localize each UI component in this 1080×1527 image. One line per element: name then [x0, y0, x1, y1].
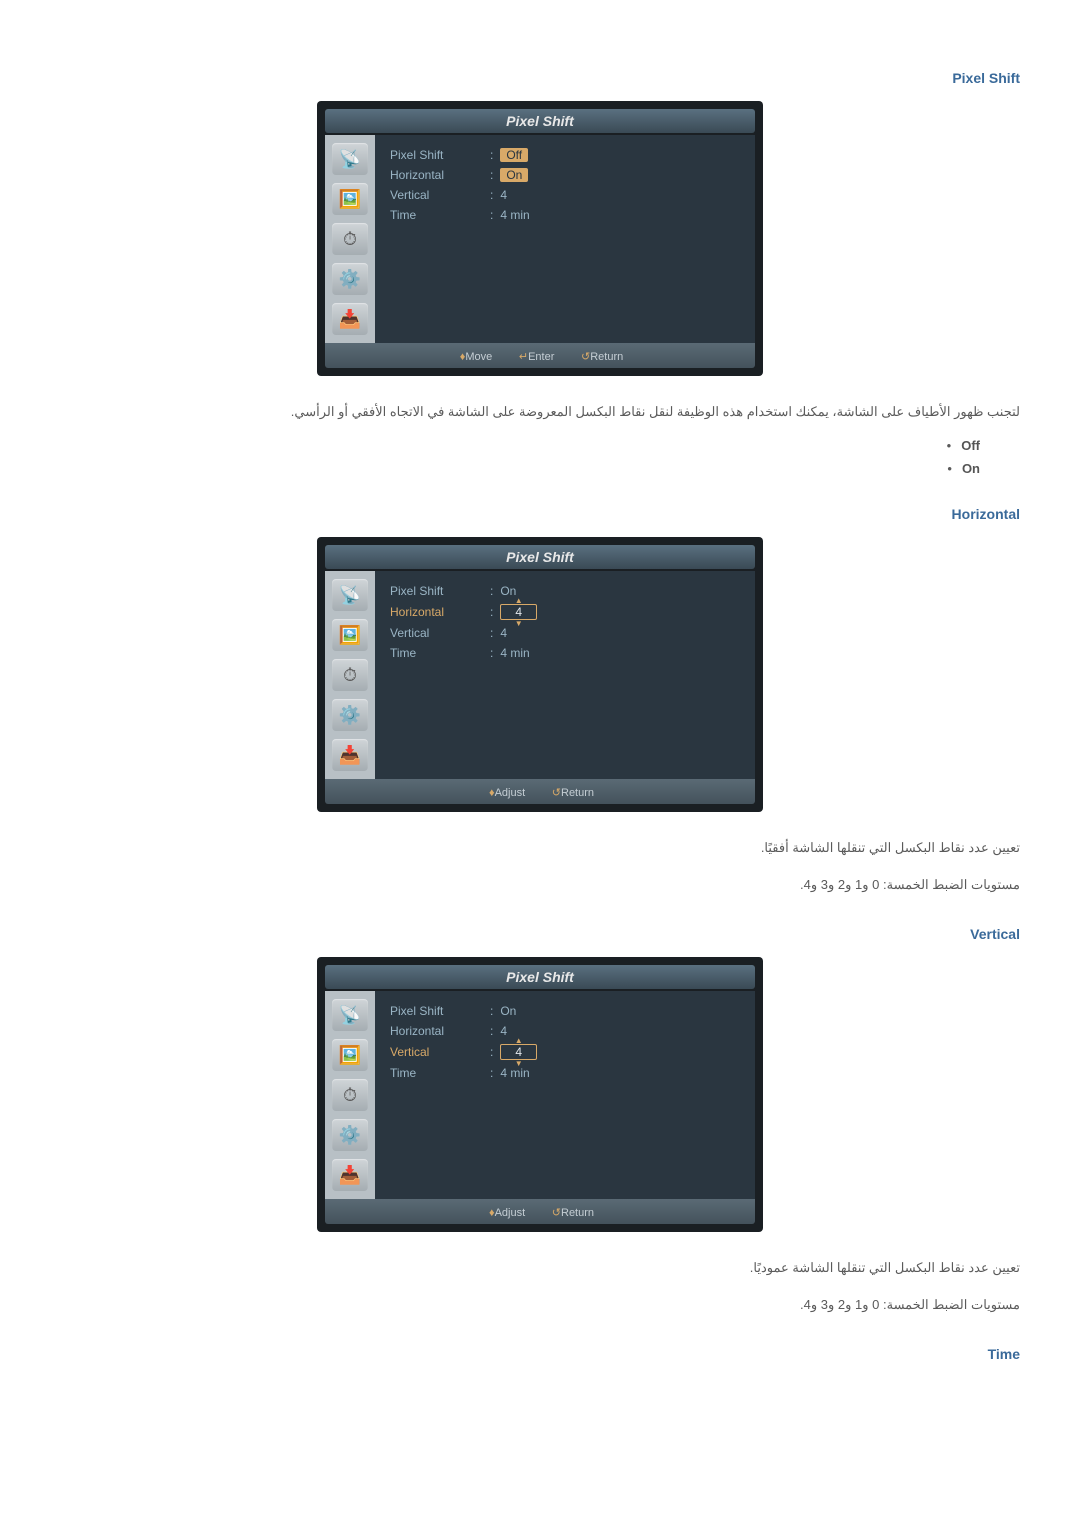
menu-row-horizontal[interactable]: Horizontal :4 [390, 1021, 740, 1041]
screenshot-vertical: Pixel Shift 📡 🖼️ ⏱ ⚙️ 📥 Pixel Shift :On … [60, 957, 1020, 1232]
menu-label: Time [390, 208, 490, 222]
pixel-shift-description: لتجنب ظهور الأطياف على الشاشة، يمكنك است… [60, 401, 1020, 423]
clock-icon: ⏱ [332, 659, 368, 691]
section-title-horizontal: Horizontal [60, 506, 1020, 522]
section-title-vertical: Vertical [60, 926, 1020, 942]
input-icon: 📥 [332, 303, 368, 335]
footer-adjust: ♦Adjust [486, 1207, 525, 1219]
tv-header-text: Pixel Shift [506, 549, 574, 565]
tv-sidebar: 📡 🖼️ ⏱ ⚙️ 📥 [325, 571, 375, 779]
return-icon: ↺ [552, 1207, 561, 1219]
section-title-pixel-shift: Pixel Shift [60, 70, 1020, 86]
gear-icon: ⚙️ [332, 263, 368, 295]
menu-row-pixel-shift[interactable]: Pixel Shift :On [390, 1001, 740, 1021]
tv-footer: ♦Adjust ↺Return [325, 779, 755, 804]
tv-header: Pixel Shift [325, 109, 755, 133]
menu-value: 4 min [500, 646, 529, 660]
tv-header-text: Pixel Shift [506, 113, 574, 129]
tv-frame: Pixel Shift 📡 🖼️ ⏱ ⚙️ 📥 Pixel Shift :On … [317, 957, 763, 1232]
menu-row-time[interactable]: Time :4 min [390, 205, 740, 225]
footer-move: ♦Move [457, 351, 493, 363]
return-icon: ↺ [552, 787, 561, 799]
gear-icon: ⚙️ [332, 699, 368, 731]
menu-row-time[interactable]: Time :4 min [390, 643, 740, 663]
footer-enter: ↵Enter [516, 351, 555, 363]
photo-icon: 🖼️ [332, 619, 368, 651]
menu-label: Vertical [390, 626, 490, 640]
vertical-description: تعيين عدد نقاط البكسل التي تنقلها الشاشة… [60, 1257, 1020, 1279]
screenshot-horizontal: Pixel Shift 📡 🖼️ ⏱ ⚙️ 📥 Pixel Shift :On … [60, 537, 1020, 812]
menu-row-vertical[interactable]: Vertical :4 [390, 185, 740, 205]
menu-row-horizontal[interactable]: Horizontal :On [390, 165, 740, 185]
photo-icon: 🖼️ [332, 1039, 368, 1071]
menu-label: Vertical [390, 188, 490, 202]
option-off: Off [60, 438, 980, 453]
tv-menu: Pixel Shift :Off Horizontal :On Vertical… [375, 135, 755, 343]
menu-label: Pixel Shift [390, 1004, 490, 1018]
menu-value: 4 [500, 1024, 507, 1038]
tv-header: Pixel Shift [325, 965, 755, 989]
tv-sidebar: 📡 🖼️ ⏱ ⚙️ 📥 [325, 135, 375, 343]
menu-label: Horizontal [390, 1024, 490, 1038]
tv-body: 📡 🖼️ ⏱ ⚙️ 📥 Pixel Shift :On Horizontal :… [325, 571, 755, 779]
menu-label: Pixel Shift [390, 148, 490, 162]
menu-row-vertical[interactable]: Vertical :4 [390, 1041, 740, 1063]
vertical-levels: مستويات الضبط الخمسة: 0 و1 و2 و3 و4. [60, 1294, 1020, 1316]
pixel-shift-options: Off On [60, 438, 980, 476]
satellite-icon: 📡 [332, 579, 368, 611]
gear-icon: ⚙️ [332, 1119, 368, 1151]
tv-sidebar: 📡 🖼️ ⏱ ⚙️ 📥 [325, 991, 375, 1199]
menu-row-pixel-shift[interactable]: Pixel Shift :On [390, 581, 740, 601]
screenshot-pixel-shift: Pixel Shift 📡 🖼️ ⏱ ⚙️ 📥 Pixel Shift :Off… [60, 101, 1020, 376]
return-icon: ↺ [581, 351, 590, 363]
menu-value: On [500, 1004, 516, 1018]
menu-value-highlight: Off [500, 148, 528, 162]
footer-return: ↺Return [549, 787, 594, 799]
tv-frame: Pixel Shift 📡 🖼️ ⏱ ⚙️ 📥 Pixel Shift :On … [317, 537, 763, 812]
tv-header: Pixel Shift [325, 545, 755, 569]
tv-header-text: Pixel Shift [506, 969, 574, 985]
menu-label-active: Horizontal [390, 605, 490, 619]
tv-footer: ♦Move ↵Enter ↺Return [325, 343, 755, 368]
clock-icon: ⏱ [332, 223, 368, 255]
footer-adjust: ♦Adjust [486, 787, 525, 799]
menu-label: Pixel Shift [390, 584, 490, 598]
menu-label: Time [390, 1066, 490, 1080]
input-icon: 📥 [332, 1159, 368, 1191]
input-icon: 📥 [332, 739, 368, 771]
menu-value: 4 min [500, 1066, 529, 1080]
satellite-icon: 📡 [332, 143, 368, 175]
tv-menu: Pixel Shift :On Horizontal :4 Vertical :… [375, 571, 755, 779]
enter-icon: ↵ [519, 351, 528, 363]
tv-body: 📡 🖼️ ⏱ ⚙️ 📥 Pixel Shift :On Horizontal :… [325, 991, 755, 1199]
horizontal-levels: مستويات الضبط الخمسة: 0 و1 و2 و3 و4. [60, 874, 1020, 896]
tv-footer: ♦Adjust ↺Return [325, 1199, 755, 1224]
menu-row-horizontal[interactable]: Horizontal :4 [390, 601, 740, 623]
menu-label: Horizontal [390, 168, 490, 182]
menu-row-vertical[interactable]: Vertical :4 [390, 623, 740, 643]
menu-value: 4 [500, 188, 507, 202]
section-title-time: Time [60, 1346, 1020, 1362]
tv-frame: Pixel Shift 📡 🖼️ ⏱ ⚙️ 📥 Pixel Shift :Off… [317, 101, 763, 376]
menu-value: 4 [500, 626, 507, 640]
clock-icon: ⏱ [332, 1079, 368, 1111]
menu-value: 4 min [500, 208, 529, 222]
menu-row-time[interactable]: Time :4 min [390, 1063, 740, 1083]
menu-label-active: Vertical [390, 1045, 490, 1059]
option-on: On [60, 461, 980, 476]
menu-row-pixel-shift[interactable]: Pixel Shift :Off [390, 145, 740, 165]
menu-label: Time [390, 646, 490, 660]
adjust-box[interactable]: 4 [500, 1044, 537, 1060]
footer-return: ↺Return [578, 351, 623, 363]
footer-return: ↺Return [549, 1207, 594, 1219]
satellite-icon: 📡 [332, 999, 368, 1031]
tv-body: 📡 🖼️ ⏱ ⚙️ 📥 Pixel Shift :Off Horizontal … [325, 135, 755, 343]
adjust-box[interactable]: 4 [500, 604, 537, 620]
photo-icon: 🖼️ [332, 183, 368, 215]
menu-value-highlight: On [500, 168, 528, 182]
tv-menu: Pixel Shift :On Horizontal :4 Vertical :… [375, 991, 755, 1199]
horizontal-description: تعيين عدد نقاط البكسل التي تنقلها الشاشة… [60, 837, 1020, 859]
